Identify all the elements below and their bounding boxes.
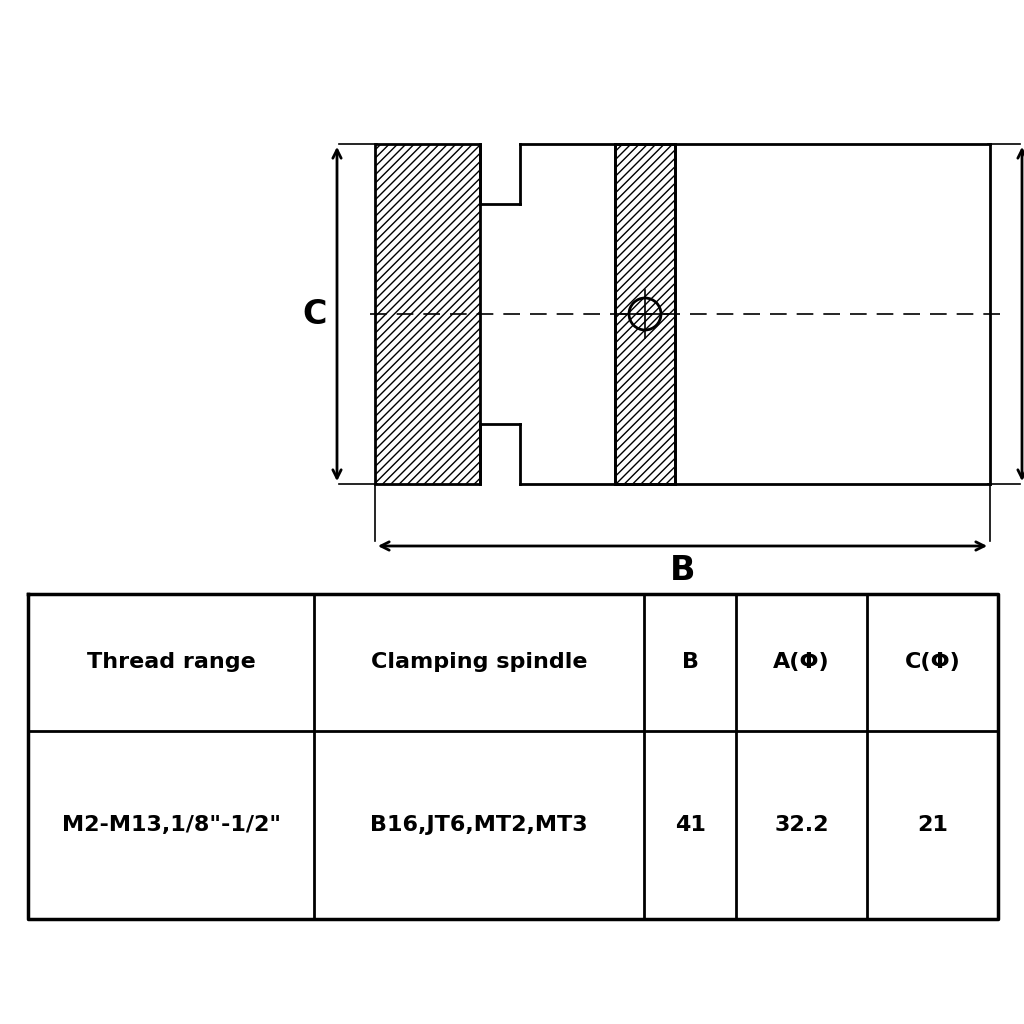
- Text: Clamping spindle: Clamping spindle: [371, 652, 588, 672]
- Text: B: B: [670, 554, 695, 587]
- Polygon shape: [615, 144, 675, 484]
- Text: M2-M13,1/8"-1/2": M2-M13,1/8"-1/2": [61, 815, 281, 835]
- Text: 41: 41: [675, 815, 706, 835]
- Text: 21: 21: [918, 815, 948, 835]
- Text: B16,JT6,MT2,MT3: B16,JT6,MT2,MT3: [371, 815, 588, 835]
- Text: B: B: [682, 652, 698, 672]
- Polygon shape: [375, 144, 480, 484]
- Text: C: C: [303, 298, 328, 331]
- Text: Thread range: Thread range: [87, 652, 255, 672]
- Polygon shape: [520, 144, 615, 484]
- Text: 32.2: 32.2: [774, 815, 828, 835]
- Polygon shape: [375, 144, 990, 484]
- Text: A(Φ): A(Φ): [773, 652, 829, 672]
- Text: C(Φ): C(Φ): [904, 652, 961, 672]
- Polygon shape: [675, 144, 990, 484]
- Polygon shape: [480, 204, 520, 424]
